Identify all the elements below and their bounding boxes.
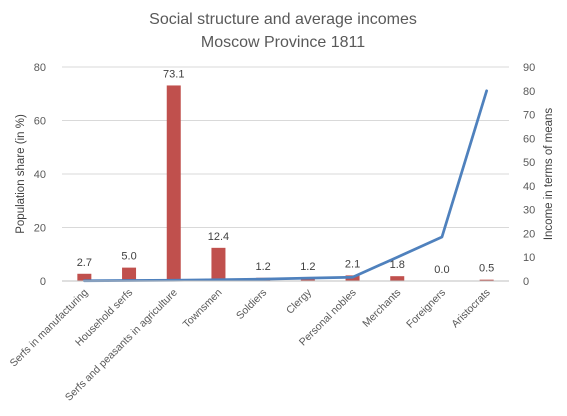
left-tick-label: 0 <box>40 276 46 288</box>
line-series <box>84 91 486 281</box>
bar-value-label: 1.8 <box>390 259 405 271</box>
bar <box>167 85 181 281</box>
category-label: Aristocrats <box>449 287 493 331</box>
bar-value-label: 2.7 <box>77 257 92 269</box>
bar-series <box>77 85 493 281</box>
right-tick-label: 80 <box>523 86 535 98</box>
income-line <box>84 91 486 281</box>
right-tick-label: 20 <box>523 228 535 240</box>
bar-value-label: 2.1 <box>345 258 360 270</box>
left-tick-label: 60 <box>34 116 46 128</box>
chart-title-line-1: Social structure and average incomes <box>149 11 417 28</box>
bar-value-label: 73.1 <box>163 68 184 80</box>
data-labels: 2.7 5.0 73.1 12.4 1.2 1.2 2.1 1.8 0.0 0.5 <box>77 68 495 276</box>
right-tick-label: 0 <box>523 276 529 288</box>
category-label: Townsmen <box>181 287 225 331</box>
bar <box>211 248 225 281</box>
bar-value-label: 5.0 <box>121 251 136 263</box>
chart-title: Social structure and average incomes Mos… <box>149 11 417 51</box>
right-tick-label: 10 <box>523 252 535 264</box>
right-tick-label: 90 <box>523 62 535 74</box>
left-axis-title: Population share (in %) <box>15 114 27 234</box>
category-label: Soldiers <box>234 287 269 322</box>
left-tick-label: 80 <box>34 62 46 74</box>
right-tick-label: 40 <box>523 181 535 193</box>
axes: 0 20 40 60 80 0 10 20 30 40 50 60 70 80 90 Serfs in man… <box>8 62 536 404</box>
right-axis-title: Income in terms of means <box>543 108 555 241</box>
right-tick-label: 50 <box>523 157 535 169</box>
bar-value-label: 1.2 <box>300 261 315 273</box>
category-label: Foreigners <box>404 287 448 331</box>
category-label: Merchants <box>360 287 403 330</box>
chart-title-line-2: Moscow Province 1811 <box>201 34 365 51</box>
bar-value-label: 0.5 <box>479 263 494 275</box>
left-tick-label: 40 <box>34 169 46 181</box>
bar <box>122 268 136 281</box>
bar <box>390 276 404 281</box>
right-tick-label: 30 <box>523 205 535 217</box>
left-tick-label: 20 <box>34 223 46 235</box>
bar-value-label: 1.2 <box>256 261 271 273</box>
right-tick-label: 60 <box>523 133 535 145</box>
bar-value-label: 0.0 <box>434 264 449 276</box>
right-tick-label: 70 <box>523 110 535 122</box>
bar-value-label: 12.4 <box>208 231 229 243</box>
category-label: Serfs in manufacturing <box>8 287 91 370</box>
category-label: Clergy <box>284 286 314 316</box>
gridlines <box>62 67 509 228</box>
